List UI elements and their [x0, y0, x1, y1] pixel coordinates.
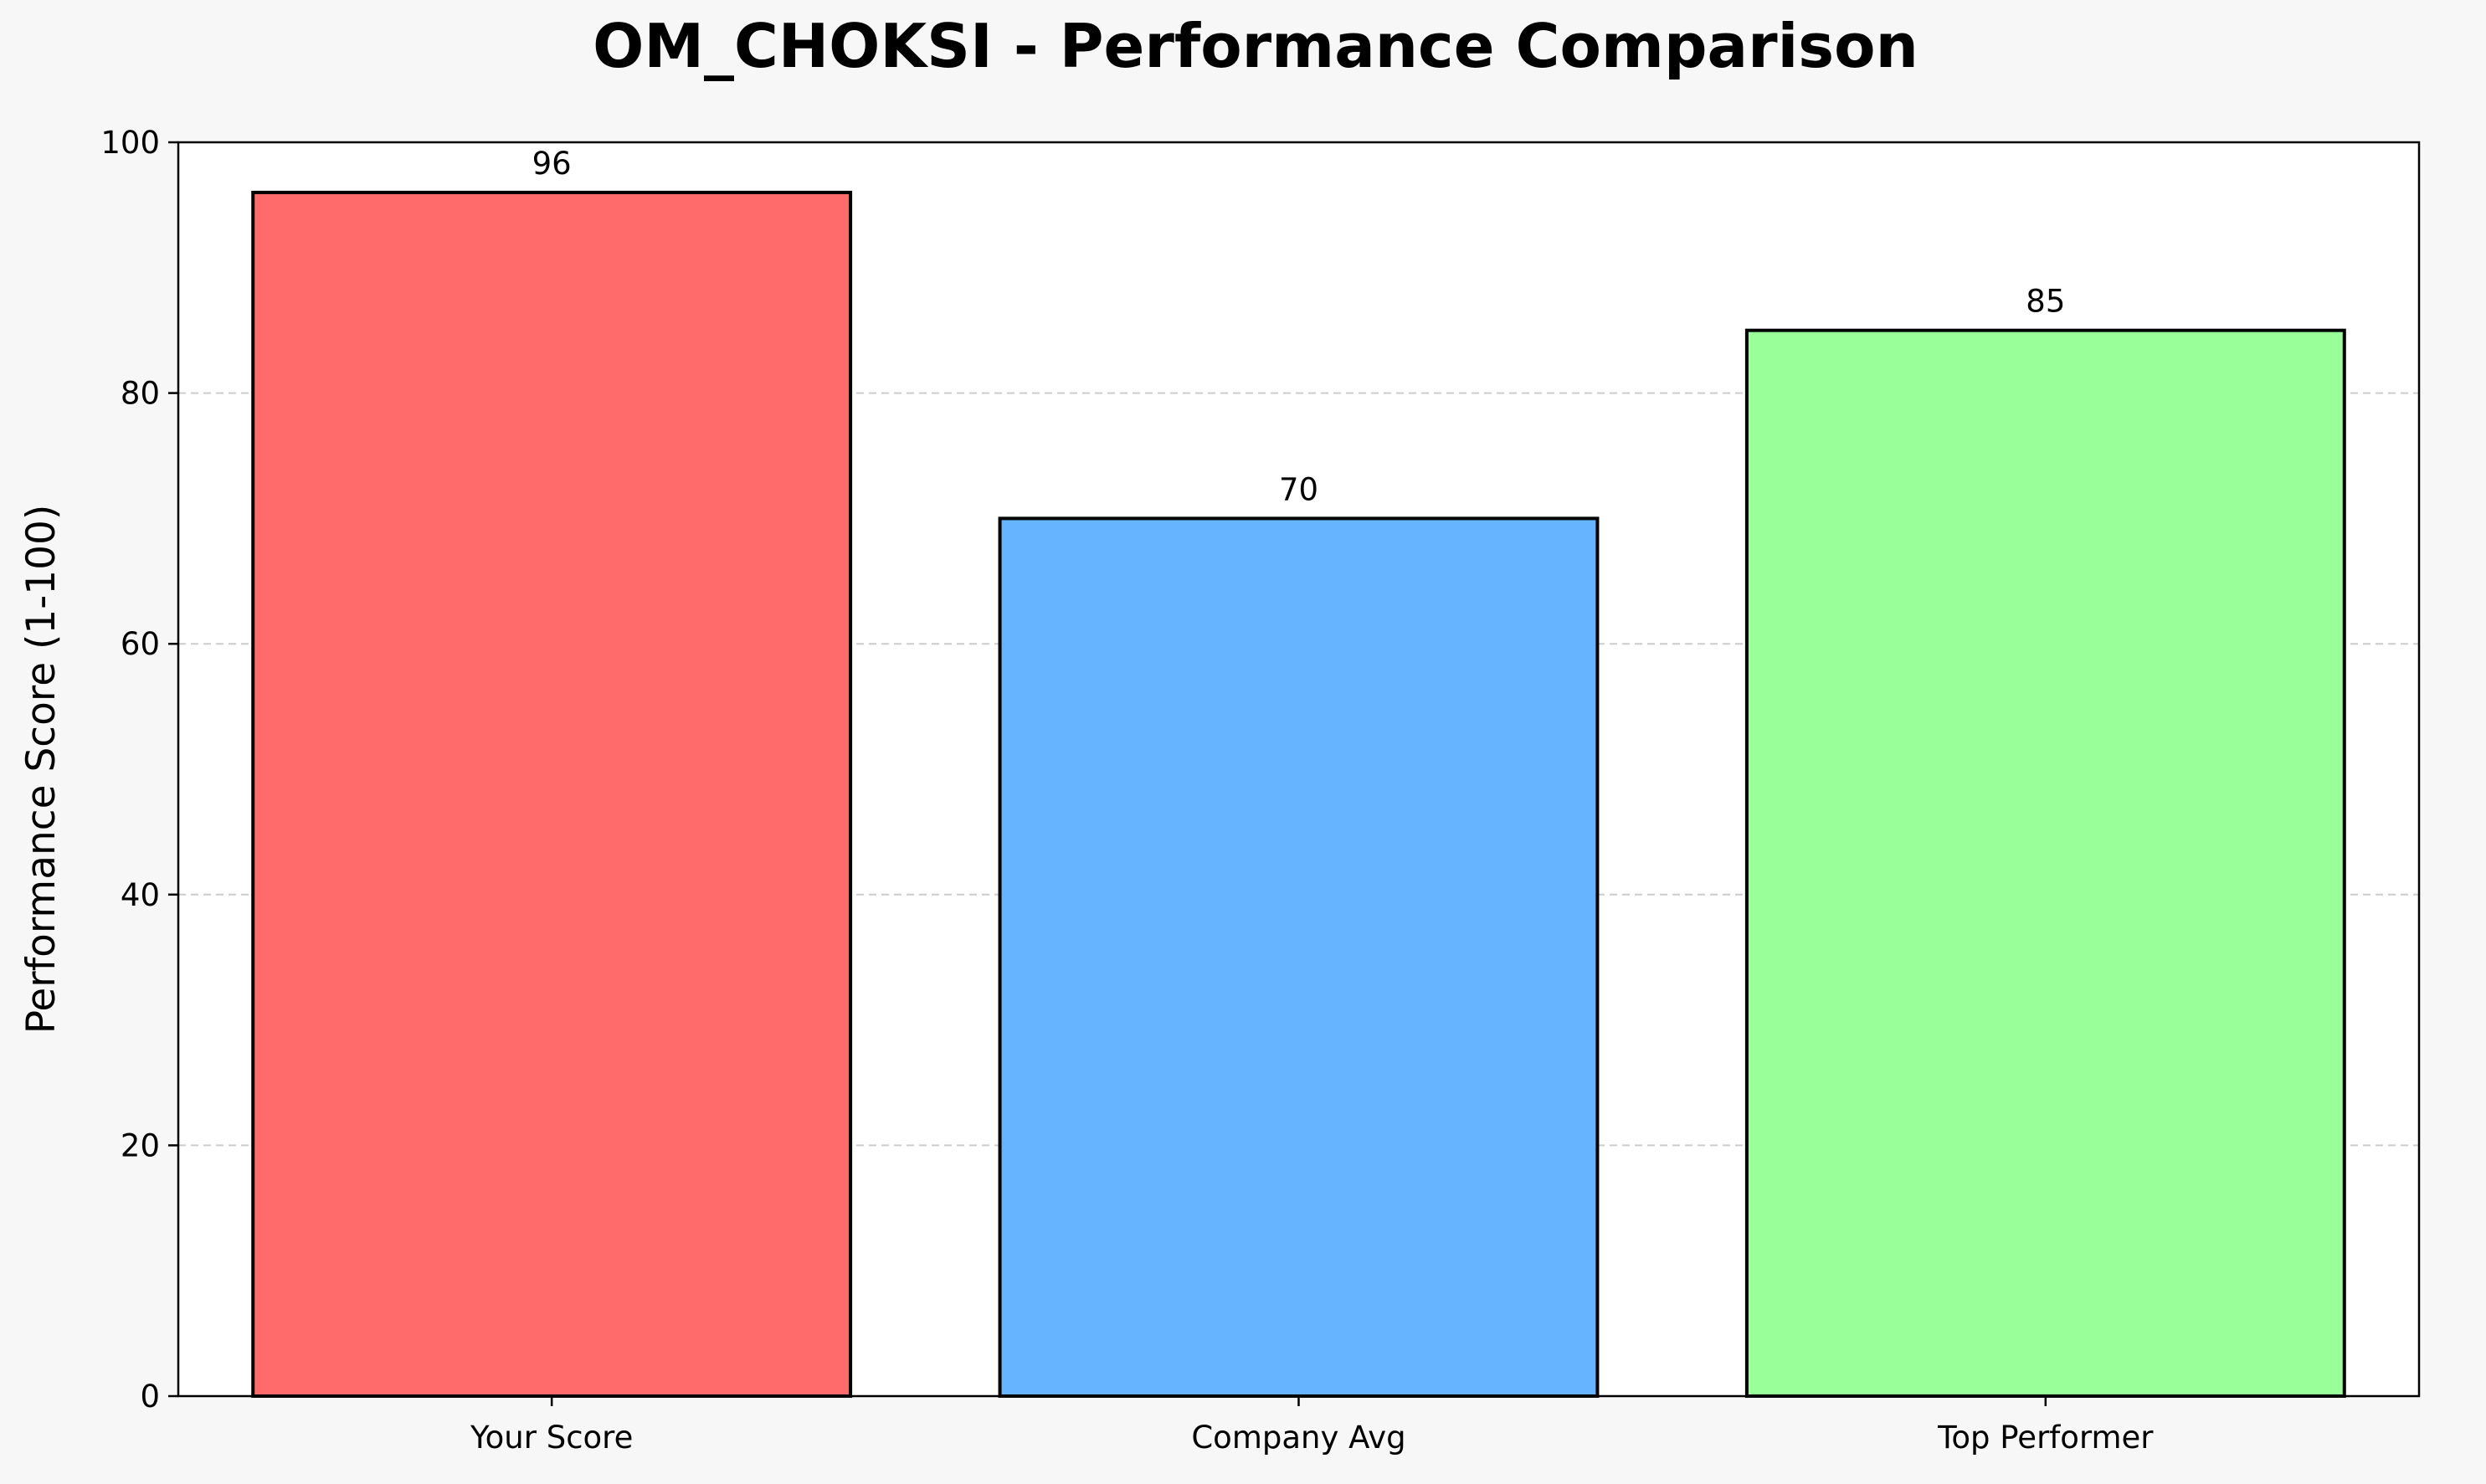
chart-title: OM_CHOKSI - Performance Comparison — [593, 11, 1918, 81]
bar-value-label: 96 — [532, 146, 572, 182]
y-tick-label: 100 — [100, 125, 160, 161]
y-tick-label: 40 — [121, 877, 160, 913]
x-tick-label: Your Score — [470, 1420, 633, 1456]
bar-top-performer — [1744, 328, 2346, 1399]
bar-your-score — [251, 190, 853, 1398]
axis-ticks: 0 20 40 60 80 100 Your Score Company Avg Top Per… — [100, 125, 2154, 1456]
bar-value-label: 70 — [1279, 471, 1318, 507]
y-tick-label: 20 — [121, 1127, 160, 1163]
y-tick-label: 60 — [121, 626, 160, 662]
x-tick-label: Company Avg — [1191, 1420, 1405, 1456]
bar-company-avg — [998, 516, 1600, 1398]
x-tick-label: Top Performer — [1937, 1420, 2154, 1456]
bar-value-label: 85 — [2026, 284, 2065, 320]
y-tick-label: 80 — [121, 376, 160, 412]
bars — [251, 190, 2346, 1399]
y-axis-label: Performance Score (1-100) — [18, 505, 64, 1035]
y-tick-label: 0 — [140, 1379, 160, 1415]
data-labels: 96 70 85 — [532, 146, 2066, 507]
